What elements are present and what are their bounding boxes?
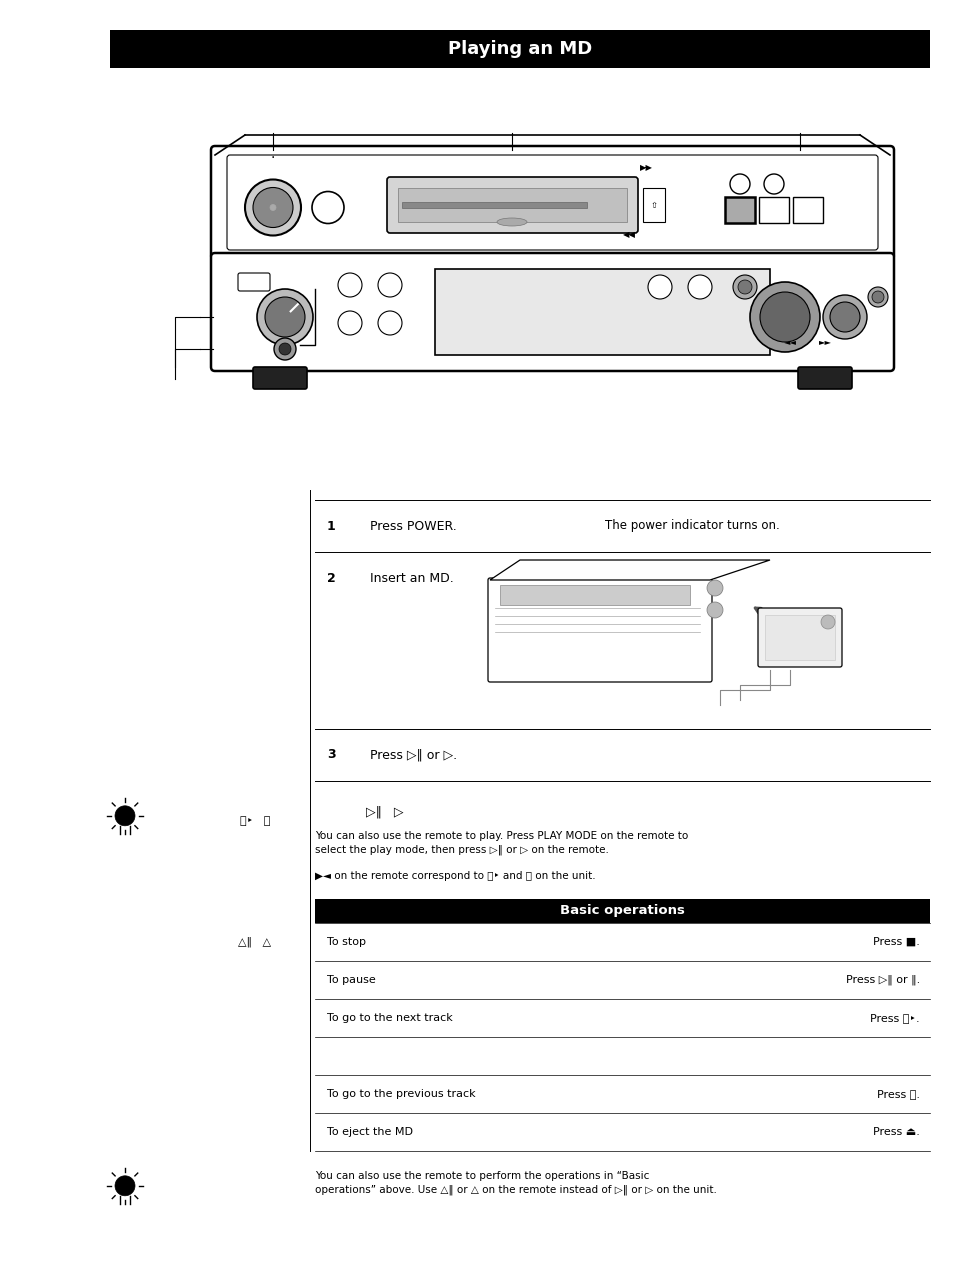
FancyBboxPatch shape: [387, 177, 638, 233]
Circle shape: [829, 301, 859, 332]
FancyBboxPatch shape: [211, 146, 893, 259]
Bar: [642, 188, 664, 223]
Text: ◄◄: ◄◄: [782, 337, 796, 346]
Text: You can also use the remote to perform the operations in “Basic
operations” abov: You can also use the remote to perform t…: [314, 1170, 716, 1196]
Text: The power indicator turns on.: The power indicator turns on.: [604, 519, 779, 533]
Circle shape: [687, 275, 711, 299]
Text: Press ⧗.: Press ⧗.: [876, 1089, 919, 1099]
Circle shape: [749, 282, 820, 352]
Text: To eject the MD: To eject the MD: [327, 1127, 413, 1137]
Text: Insert an MD.: Insert an MD.: [370, 571, 454, 585]
Circle shape: [732, 275, 757, 299]
FancyBboxPatch shape: [488, 577, 711, 682]
Text: ▶◄ on the remote correspond to ⧘‣ and ⧗ on the unit.: ▶◄ on the remote correspond to ⧘‣ and ⧗ …: [314, 871, 595, 880]
Ellipse shape: [497, 218, 526, 226]
Text: To stop: To stop: [327, 936, 366, 946]
Text: ◀◀: ◀◀: [622, 230, 636, 239]
Circle shape: [822, 295, 866, 340]
Text: 1: 1: [327, 519, 335, 533]
Text: ⧘‣   ⧗: ⧘‣ ⧗: [239, 815, 270, 826]
Text: Press POWER.: Press POWER.: [370, 519, 456, 533]
Circle shape: [270, 205, 275, 210]
Circle shape: [265, 296, 305, 337]
Text: Press ▷‖ or ▷.: Press ▷‖ or ▷.: [370, 748, 456, 762]
Text: You can also use the remote to play. Press PLAY MODE on the remote to
select the: You can also use the remote to play. Pre…: [314, 831, 687, 855]
Text: Press ■.: Press ■.: [872, 936, 919, 946]
FancyBboxPatch shape: [797, 368, 851, 389]
Circle shape: [115, 805, 135, 826]
Circle shape: [337, 273, 361, 296]
Circle shape: [706, 602, 722, 618]
Text: Press ▷‖ or ‖.: Press ▷‖ or ‖.: [845, 974, 919, 985]
FancyBboxPatch shape: [211, 253, 893, 371]
FancyBboxPatch shape: [758, 608, 841, 667]
Text: To go to the previous track: To go to the previous track: [327, 1089, 476, 1099]
Circle shape: [729, 174, 749, 195]
Text: △‖   △: △‖ △: [238, 936, 272, 948]
Circle shape: [278, 343, 291, 355]
Bar: [401, 202, 586, 209]
Bar: [792, 197, 822, 223]
Bar: [759, 197, 788, 223]
Circle shape: [377, 310, 401, 335]
Circle shape: [706, 580, 722, 597]
Bar: [397, 188, 626, 223]
Text: ⇧: ⇧: [650, 201, 657, 210]
Circle shape: [256, 289, 313, 345]
Text: 2: 2: [327, 571, 335, 585]
Text: To pause: To pause: [327, 974, 375, 985]
Circle shape: [274, 338, 295, 360]
Bar: [314, 899, 929, 922]
Circle shape: [312, 192, 344, 224]
Circle shape: [253, 187, 293, 228]
FancyBboxPatch shape: [237, 273, 270, 291]
Circle shape: [738, 280, 751, 294]
Circle shape: [760, 293, 809, 342]
Polygon shape: [490, 560, 769, 580]
Circle shape: [377, 273, 401, 296]
Bar: [724, 197, 754, 223]
Circle shape: [245, 179, 301, 235]
Bar: [435, 268, 769, 355]
Circle shape: [871, 291, 883, 303]
Circle shape: [867, 287, 887, 307]
Text: Basic operations: Basic operations: [559, 904, 684, 917]
Text: Press ⏏.: Press ⏏.: [872, 1127, 919, 1137]
Text: ►►: ►►: [818, 337, 831, 346]
Text: ▶▶: ▶▶: [639, 164, 652, 173]
Circle shape: [763, 174, 783, 195]
Bar: [764, 614, 834, 660]
Text: Press ⧘‣.: Press ⧘‣.: [869, 1013, 919, 1023]
FancyBboxPatch shape: [253, 368, 307, 389]
Bar: [110, 31, 929, 67]
Text: ·: ·: [271, 151, 274, 165]
Text: ▷‖   ▷: ▷‖ ▷: [366, 805, 403, 819]
Text: Playing an MD: Playing an MD: [447, 39, 592, 59]
Circle shape: [647, 275, 671, 299]
Circle shape: [337, 310, 361, 335]
Bar: [499, 585, 689, 605]
Text: To go to the next track: To go to the next track: [327, 1013, 453, 1023]
Circle shape: [115, 1175, 135, 1196]
Circle shape: [821, 614, 834, 628]
Text: 3: 3: [327, 748, 335, 762]
